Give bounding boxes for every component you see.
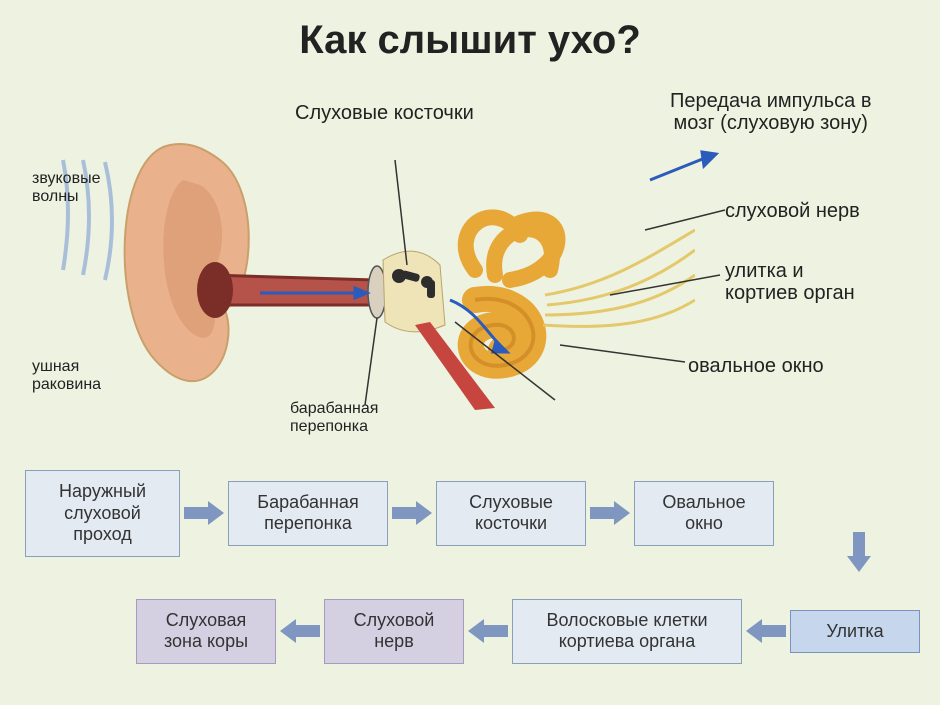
arrow-icon [586,498,634,528]
arrow-icon [180,498,228,528]
flow-box-nerve: Слуховой нерв [324,599,464,664]
label-pointers [530,140,730,400]
page-title: Как слышит ухо? [0,0,940,63]
flow-row-1: Наружный слуховой проход Барабанная пере… [25,470,920,557]
flow-box-hair-cells: Волосковые клетки кортиева органа [512,599,742,664]
flow-box-ossicles: Слуховые косточки [436,481,586,546]
label-ossicles: Слуховые косточки [295,102,474,124]
label-auricle: ушная раковина [32,358,101,393]
flow-box-canal: Наружный слуховой проход [25,470,180,557]
label-sound-waves: звуковые волны [32,170,100,205]
arrow-icon [464,616,512,646]
label-cochlea-corti: улитка и кортиев орган [725,260,855,304]
flow-box-cochlea: Улитка [790,610,920,654]
label-impulse: Передача импульса в мозг (слуховую зону) [670,90,871,134]
arrow-icon [742,616,790,646]
ear-diagram: звуковые волны ушная раковина Слуховые к… [30,80,910,460]
label-nerve: слуховой нерв [725,200,860,222]
arrow-down-icon [843,528,875,581]
flow-row-2: Улитка Волосковые клетки кортиева органа… [25,599,920,664]
flow-box-eardrum: Барабанная перепонка [228,481,388,546]
arrow-icon [388,498,436,528]
flow-box-cortex: Слуховая зона коры [136,599,276,664]
flow-chart: Наружный слуховой проход Барабанная пере… [25,470,920,682]
label-eardrum: барабанная перепонка [290,400,378,435]
arrow-icon [276,616,324,646]
flow-box-oval-window: Овальное окно [634,481,774,546]
